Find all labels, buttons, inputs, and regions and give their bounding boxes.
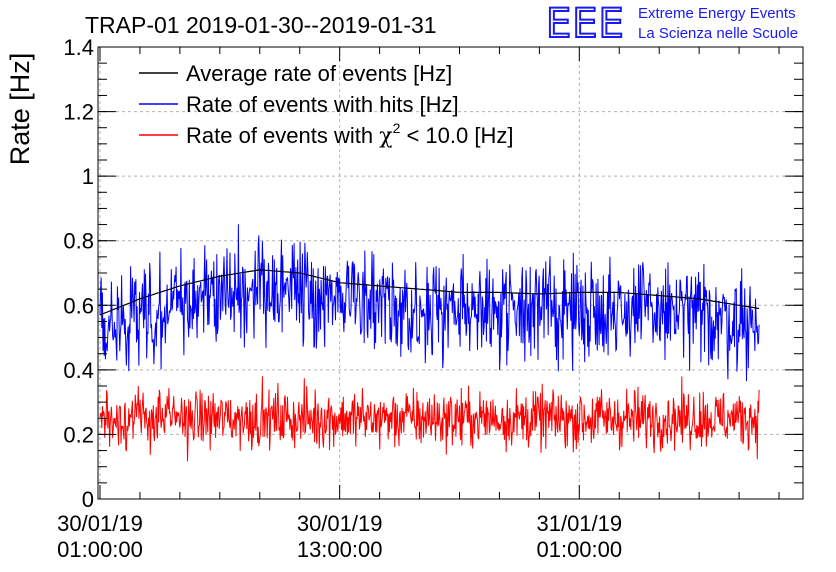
- y-tick-label: 1: [82, 164, 94, 189]
- x-tick-label-date: 30/01/19: [297, 511, 383, 536]
- logo-line-2: La Scienza nelle Scuole: [638, 25, 799, 42]
- x-tick-label-time: 13:00:00: [297, 537, 383, 562]
- y-tick-label: 1.4: [63, 35, 94, 60]
- legend-label: Average rate of events [Hz]: [186, 61, 452, 86]
- x-tick-label-date: 30/01/19: [57, 511, 143, 536]
- eee-logo: EEE Extreme Energy Events La Scienza nel…: [545, 1, 836, 47]
- legend-label: Rate of events with χ2 < 10.0 [Hz]: [186, 120, 513, 149]
- legend-label: Rate of events with hits [Hz]: [186, 92, 459, 117]
- y-tick-label: 0: [82, 487, 94, 512]
- y-tick-label: 0.8: [63, 229, 94, 254]
- axis-ticks: 00.20.40.60.811.21.430/01/1901:00:0030/0…: [57, 35, 803, 562]
- series-chi2-line: [99, 376, 760, 462]
- x-tick-label-time: 01:00:00: [536, 537, 622, 562]
- eee-logo-mark: EEE: [545, 1, 625, 47]
- y-tick-label: 0.4: [63, 358, 94, 383]
- logo-line-1: Extreme Energy Events: [638, 5, 796, 22]
- series-average-line: [99, 269, 760, 316]
- legend: Average rate of events [Hz] Rate of event…: [139, 61, 513, 149]
- y-tick-label: 1.2: [63, 100, 94, 125]
- y-tick-label: 0.6: [63, 293, 94, 318]
- y-axis-label: Rate [Hz]: [5, 53, 35, 166]
- x-tick-label-date: 31/01/19: [536, 511, 622, 536]
- x-tick-label-time: 01:00:00: [57, 537, 143, 562]
- chart-title: TRAP-01 2019-01-30--2019-01-31: [85, 12, 437, 38]
- series-hits-line: [99, 224, 760, 382]
- y-tick-label: 0.2: [63, 422, 94, 447]
- series-layer: [99, 224, 760, 462]
